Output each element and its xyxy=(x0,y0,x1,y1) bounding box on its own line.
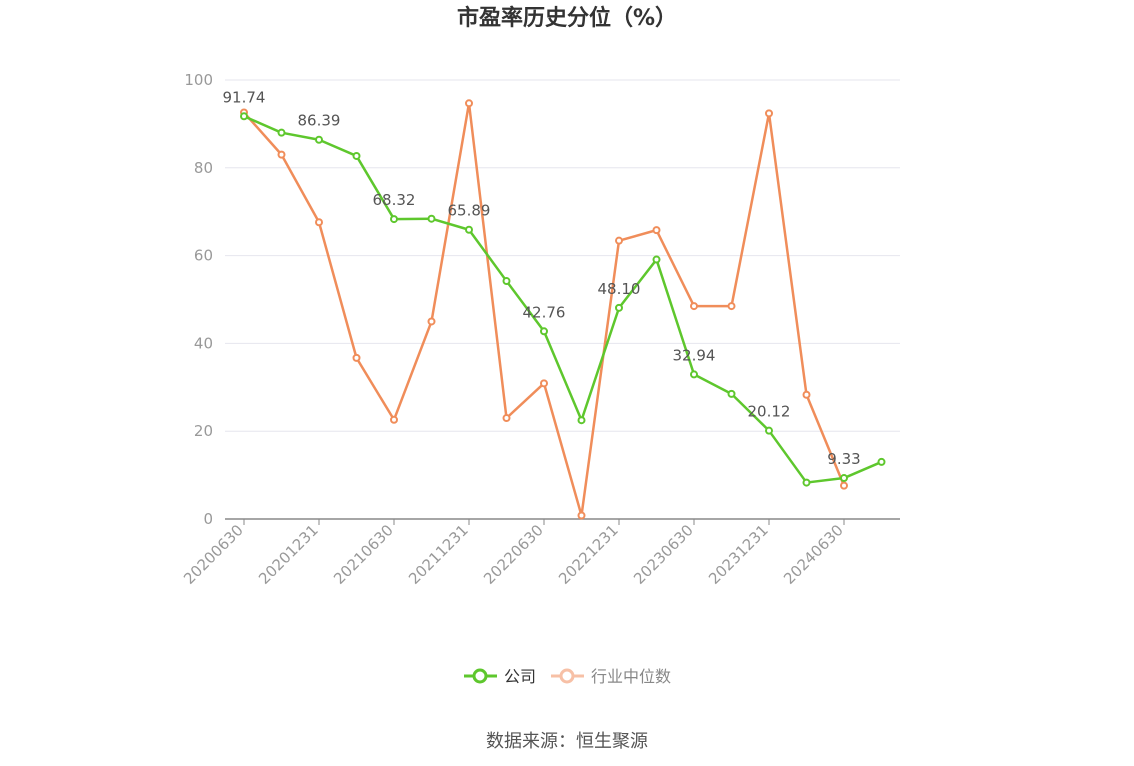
legend-label-industry-median: 行业中位数 xyxy=(591,667,671,686)
y-tick-label: 100 xyxy=(184,71,213,89)
data-point[interactable] xyxy=(765,426,773,435)
legend-item-industry-median[interactable]: 行业中位数 xyxy=(551,667,671,686)
y-tick-label: 80 xyxy=(194,159,213,177)
data-point[interactable] xyxy=(352,353,361,362)
data-point[interactable] xyxy=(315,135,323,144)
chart-title: 市盈率历史分位（%） xyxy=(457,5,677,31)
data-point[interactable] xyxy=(615,236,623,245)
data-point[interactable] xyxy=(390,215,398,224)
data-point[interactable] xyxy=(802,390,811,399)
data-point[interactable] xyxy=(427,214,436,223)
x-tick-label: 20211231 xyxy=(405,521,472,588)
data-point[interactable] xyxy=(727,389,736,398)
legend-label-company: 公司 xyxy=(504,667,536,686)
data-point[interactable] xyxy=(315,218,323,227)
y-axis: 0 20 40 60 80 100 xyxy=(184,71,213,528)
data-point[interactable] xyxy=(390,415,398,424)
data-label: 42.76 xyxy=(523,303,566,321)
legend-item-company[interactable]: 公司 xyxy=(464,667,536,686)
data-point[interactable] xyxy=(502,277,511,286)
data-point[interactable] xyxy=(802,478,811,487)
data-labels: 91.74 86.39 68.32 65.89 42.76 48.10 32.94 20.12… xyxy=(223,88,861,468)
series-group xyxy=(240,99,886,520)
grid xyxy=(225,79,900,432)
y-tick-label: 0 xyxy=(203,510,213,528)
y-tick-label: 40 xyxy=(194,334,213,352)
data-label: 9.33 xyxy=(827,450,860,468)
x-axis: 20200630 20201231 20210630 20211231 20220630… xyxy=(180,518,900,588)
x-tick-label: 20230630 xyxy=(630,521,697,588)
circle-marker-icon xyxy=(559,668,575,684)
data-point[interactable] xyxy=(765,109,773,118)
data-point[interactable] xyxy=(427,317,436,326)
data-label: 65.89 xyxy=(448,202,491,220)
data-point[interactable] xyxy=(277,150,286,159)
data-label: 20.12 xyxy=(748,403,791,421)
x-tick-label: 20221231 xyxy=(555,521,622,588)
data-point[interactable] xyxy=(352,151,361,160)
data-point[interactable] xyxy=(652,255,661,264)
data-point[interactable] xyxy=(877,457,886,466)
data-point[interactable] xyxy=(690,302,698,311)
x-tick-label: 20240630 xyxy=(780,521,847,588)
data-point[interactable] xyxy=(840,481,848,490)
data-point[interactable] xyxy=(727,302,736,311)
data-point[interactable] xyxy=(540,327,548,336)
y-tick-label: 20 xyxy=(194,422,213,440)
data-label: 86.39 xyxy=(298,112,341,130)
circle-marker-icon xyxy=(472,668,488,684)
data-point[interactable] xyxy=(540,379,548,388)
data-point[interactable] xyxy=(652,226,661,235)
data-point[interactable] xyxy=(840,474,848,483)
data-point[interactable] xyxy=(465,99,473,108)
data-point[interactable] xyxy=(465,225,473,234)
data-label: 32.94 xyxy=(673,346,716,364)
legend: 公司 行业中位数 xyxy=(464,667,671,686)
data-label: 48.10 xyxy=(598,280,641,298)
x-tick-label: 20200630 xyxy=(180,521,247,588)
y-tick-label: 60 xyxy=(194,247,213,265)
x-tick-label: 20231231 xyxy=(705,521,772,588)
data-label: 91.74 xyxy=(223,88,266,106)
x-tick-label: 20201231 xyxy=(255,521,322,588)
series-line-0 xyxy=(243,115,882,484)
data-source: 数据来源：恒生聚源 xyxy=(486,731,648,752)
data-label: 68.32 xyxy=(373,191,416,209)
data-point[interactable] xyxy=(690,370,698,379)
x-tick-label: 20210630 xyxy=(330,521,397,588)
x-tick-label: 20220630 xyxy=(480,521,547,588)
data-point[interactable] xyxy=(577,416,586,425)
data-point[interactable] xyxy=(240,112,248,121)
data-point[interactable] xyxy=(277,128,286,137)
data-point[interactable] xyxy=(615,303,623,312)
data-point[interactable] xyxy=(577,511,586,520)
data-point[interactable] xyxy=(502,414,511,423)
